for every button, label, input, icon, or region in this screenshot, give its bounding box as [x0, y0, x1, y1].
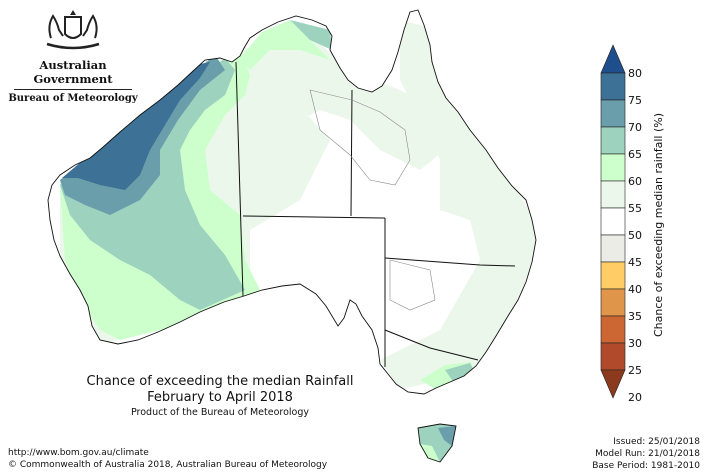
tasmania: [417, 423, 457, 463]
bureau-label: Bureau of Meteorology: [8, 93, 138, 104]
issued-date: Issued: 25/01/2018: [613, 437, 700, 447]
copyright-notice: © Commonwealth of Australia 2018, Austra…: [8, 460, 328, 470]
government-label: Australian Government: [33, 58, 113, 86]
contour-lines: [309, 89, 436, 311]
map-title: Chance of exceeding the median Rainfall …: [20, 374, 420, 406]
base-period: Base Period: 1981-2010: [592, 461, 700, 471]
government-logo: Australian Government Bureau of Meteorol…: [8, 8, 138, 104]
product-credit: Product of the Bureau of Meteorology: [130, 407, 310, 418]
zone-60-north: [240, 20, 330, 70]
australia-coastline: [47, 9, 537, 395]
state-borders: [235, 61, 516, 367]
zone-75: [62, 62, 210, 190]
map-title-line2: February to April 2018: [147, 390, 293, 405]
zone-65-north: [290, 20, 332, 50]
source-url[interactable]: http://www.bom.gov.au/climate: [8, 448, 149, 458]
model-run-date: Model Run: 21/01/2018: [595, 449, 700, 459]
coat-of-arms-icon: [46, 10, 100, 50]
zone-55-east: [380, 20, 536, 390]
map-title-line1: Chance of exceeding the median Rainfall: [86, 374, 354, 389]
